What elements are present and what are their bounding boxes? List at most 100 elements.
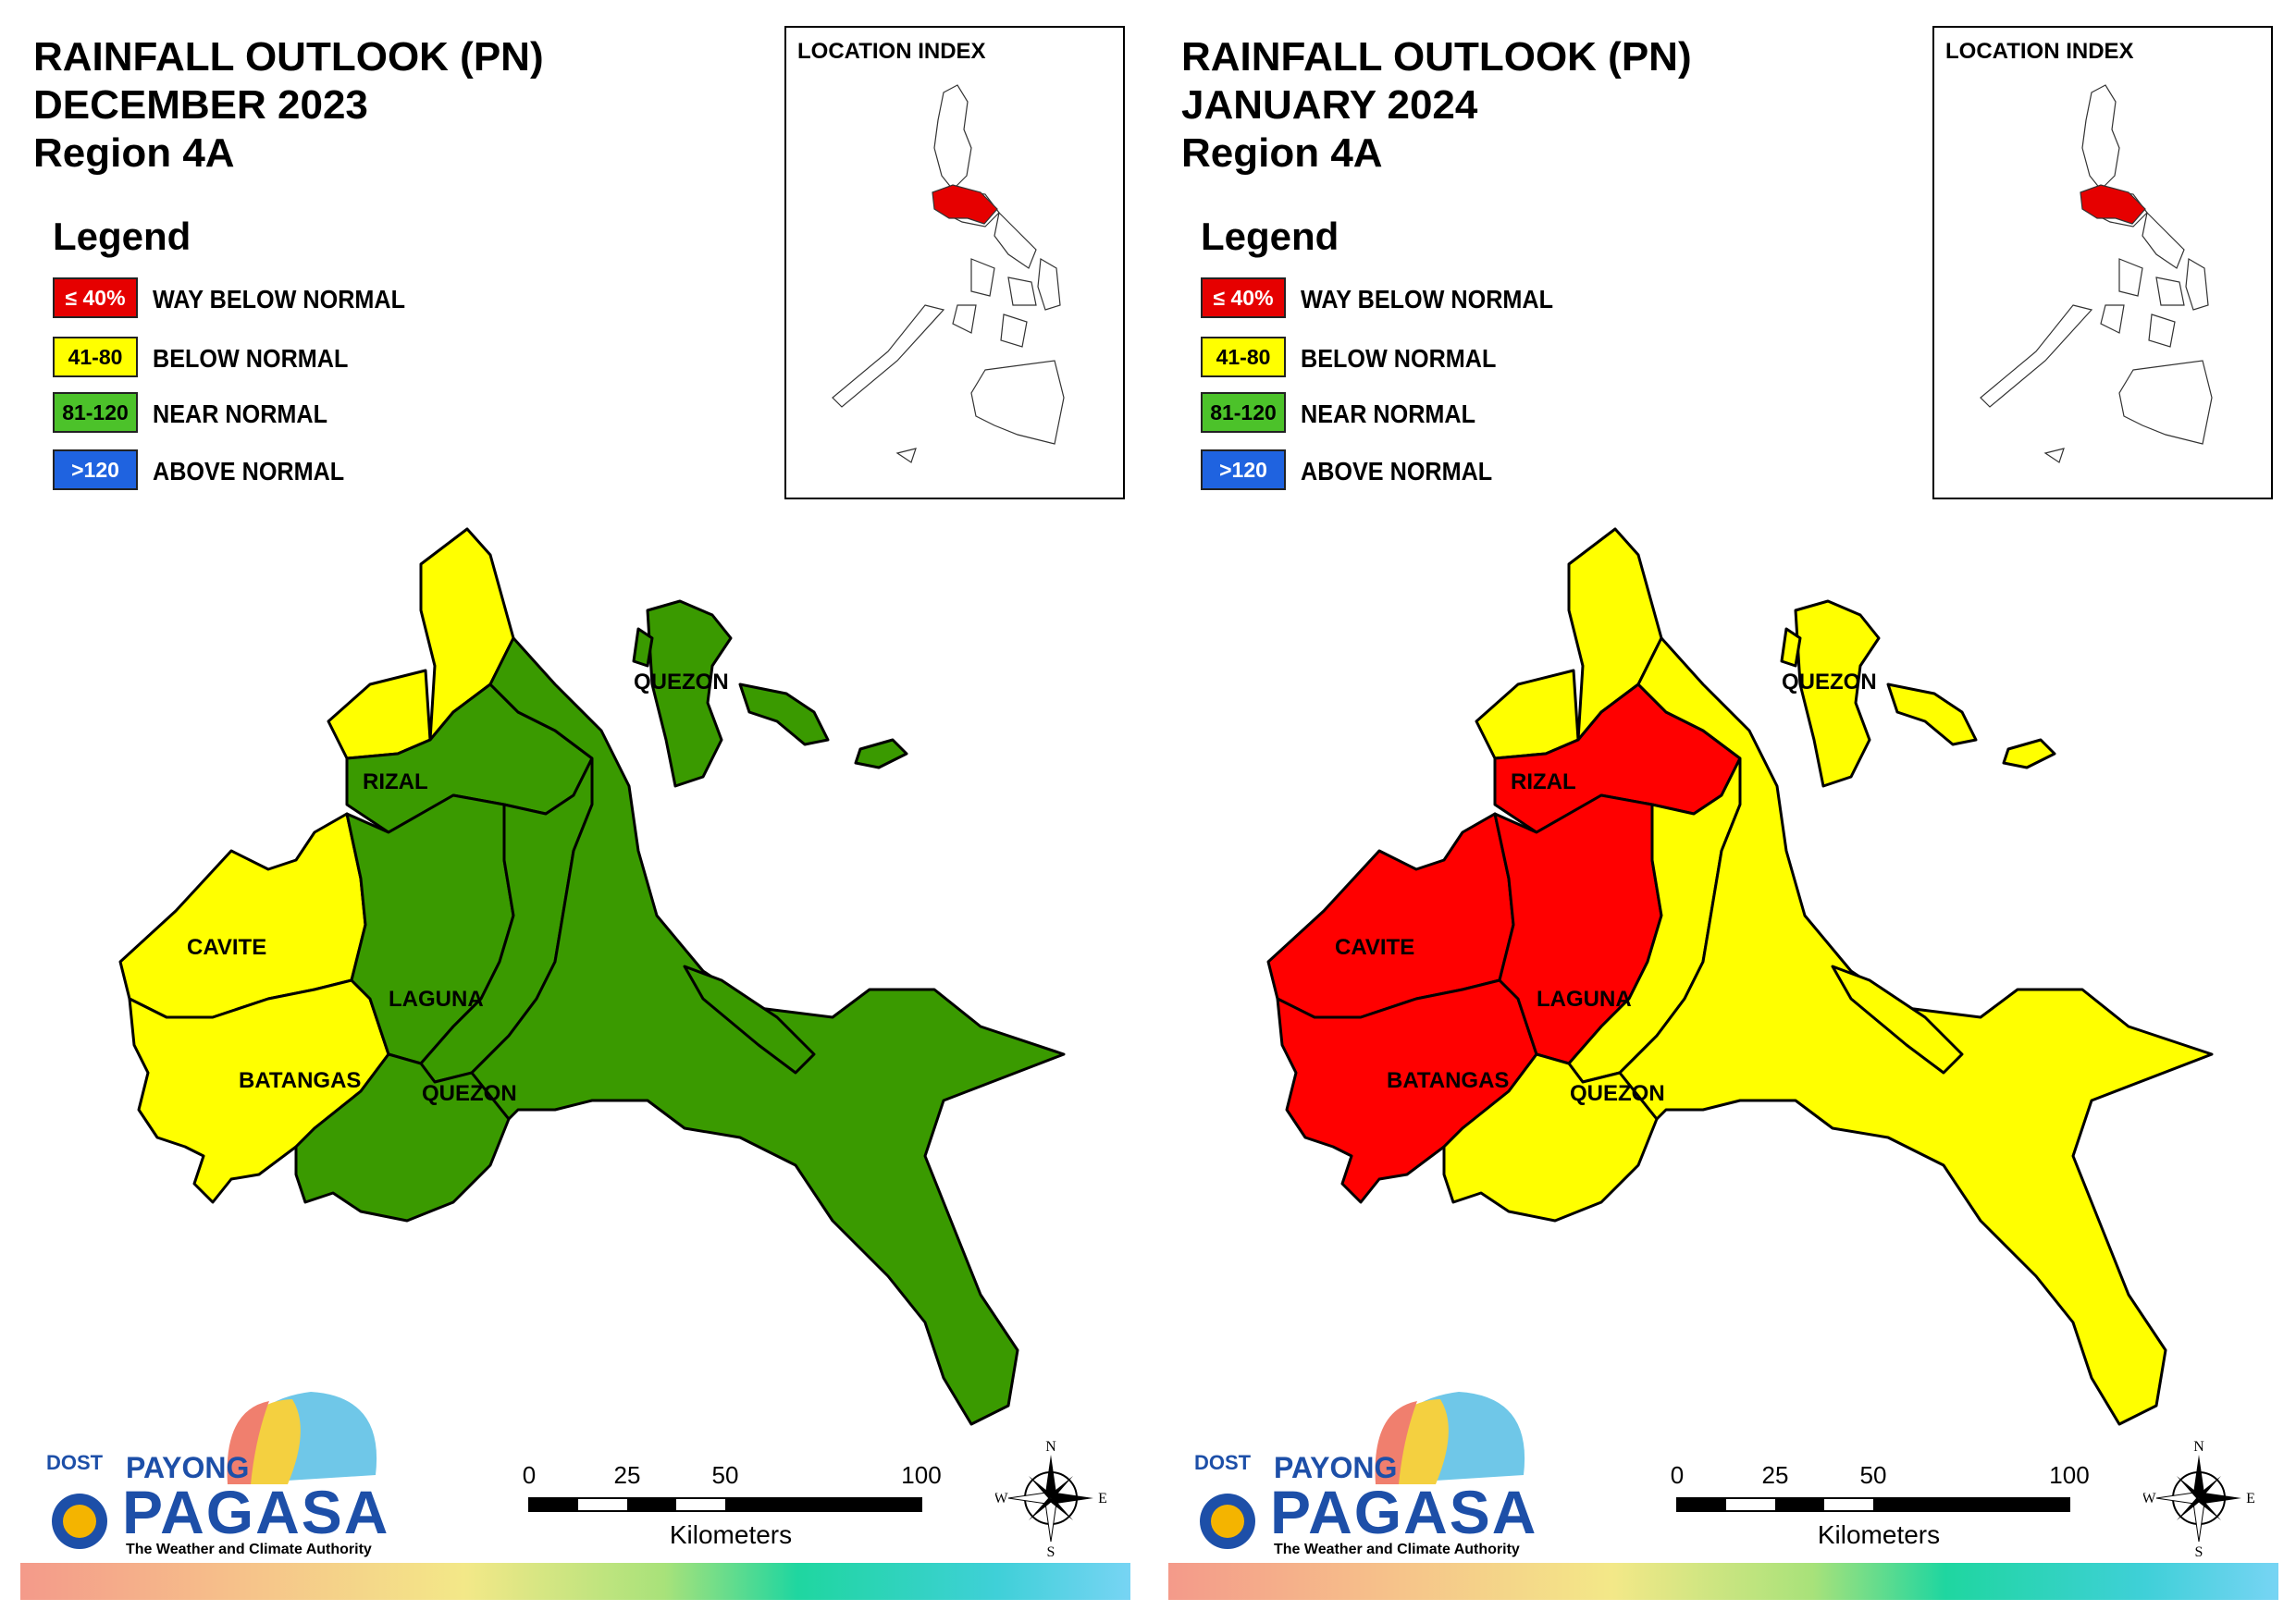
gradient-footer-bar	[20, 1563, 1130, 1600]
legend-label: NEAR NORMAL	[1301, 400, 1475, 428]
label-cavite: CAVITE	[1335, 935, 1414, 960]
label-cavite: CAVITE	[187, 935, 266, 960]
map-title: RAINFALL OUTLOOK (PN) DECEMBER 2023 Regi…	[33, 33, 544, 178]
legend-label: ABOVE NORMAL	[1301, 457, 1493, 486]
legend-swatch: >120	[53, 449, 138, 490]
legend-label: WAY BELOW NORMAL	[153, 285, 406, 314]
logo-tagline: The Weather and Climate Authority	[126, 1542, 372, 1557]
province-batangas-west	[1276, 978, 1538, 1204]
island-polillo	[1794, 599, 1881, 788]
legend-title: Legend	[53, 215, 191, 258]
label-laguna: LAGUNA	[1537, 987, 1632, 1012]
logo-tagline: The Weather and Climate Authority	[1274, 1542, 1520, 1557]
compass-s: S	[1047, 1544, 1055, 1558]
logo-dost: DOST	[46, 1451, 104, 1474]
philippines-index-map	[832, 84, 1065, 463]
logo-pagasa: PAGASA	[122, 1478, 390, 1546]
compass-e: E	[1098, 1491, 1106, 1506]
legend-swatch: 81-120	[53, 392, 138, 433]
province-batangas-east	[294, 1052, 511, 1223]
legend-swatch: 41-80	[1201, 337, 1286, 377]
title-line-1: RAINFALL OUTLOOK (PN)	[1181, 34, 1692, 80]
pagasa-logo: DOST PAYONG PAGASA The Weather and Clima…	[33, 1392, 388, 1558]
map-title: RAINFALL OUTLOOK (PN) JANUARY 2024 Regio…	[1181, 33, 1692, 178]
outlook-panel: RAINFALL OUTLOOK (PN) JANUARY 2024 Regio…	[1148, 0, 2296, 1623]
label-quezon-north: QUEZON	[1782, 670, 1877, 695]
province-batangas-west	[128, 978, 390, 1204]
legend-swatch: 41-80	[53, 337, 138, 377]
location-index-title: LOCATION INDEX	[1945, 39, 2134, 64]
legend-label: BELOW NORMAL	[153, 344, 349, 373]
province-quezon-peninsula	[683, 965, 816, 1075]
outlook-panel: RAINFALL OUTLOOK (PN) DECEMBER 2023 Regi…	[20, 26, 1130, 1600]
island-polillo	[646, 599, 733, 788]
scale-tick-0: 0	[1670, 1461, 1685, 1489]
scale-tick-50: 50	[711, 1461, 739, 1489]
scale-bar-graphic	[1676, 1497, 2070, 1512]
island-patnanungan	[1886, 682, 1978, 746]
legend-label: NEAR NORMAL	[153, 400, 327, 428]
scale-unit: Kilometers	[1817, 1520, 1941, 1549]
island-polillo-west	[1780, 627, 1802, 668]
legend-label: WAY BELOW NORMAL	[1301, 285, 1554, 314]
location-index: LOCATION INDEX	[1932, 26, 2273, 499]
compass-n: N	[2193, 1439, 2204, 1455]
province-batangas-east	[1442, 1052, 1659, 1223]
scale-tick-100: 100	[2049, 1461, 2090, 1489]
region-4a-highlight	[932, 184, 998, 225]
legend-swatch: ≤ 40%	[1201, 277, 1286, 318]
legend-label: ABOVE NORMAL	[153, 457, 345, 486]
scale-bar: 0 25 50 100 Kilometers	[523, 1461, 942, 1563]
scale-tick-0: 0	[522, 1461, 537, 1489]
compass-icon: N S E W	[2142, 1439, 2254, 1560]
region-4a-highlight	[2080, 184, 2146, 225]
scale-bar-graphic	[528, 1497, 922, 1512]
scale-tick-25: 25	[1761, 1461, 1789, 1489]
pagasa-logo: DOST PAYONG PAGASA The Weather and Clima…	[1181, 1392, 1536, 1558]
scale-unit: Kilometers	[669, 1520, 793, 1549]
label-rizal: RIZAL	[363, 769, 428, 794]
region-4a-map: QUEZON RIZAL CAVITE LAGUNA BATANGAS QUEZ…	[1266, 527, 2214, 1426]
title-line-2: JANUARY 2024	[1181, 82, 1478, 128]
island-jomalig	[2002, 738, 2056, 769]
location-index-title: LOCATION INDEX	[797, 39, 986, 64]
label-quezon-south: QUEZON	[1570, 1081, 1665, 1106]
island-patnanungan	[738, 682, 830, 746]
compass-rose: N S E W	[2142, 1438, 2254, 1560]
umbrella-logo-icon	[52, 1392, 377, 1549]
title-line-3: Region 4A	[1181, 130, 1383, 176]
legend-swatch: 81-120	[1201, 392, 1286, 433]
compass-s: S	[2195, 1544, 2203, 1558]
region-4a-map: QUEZON RIZAL CAVITE LAGUNA BATANGAS QUEZ…	[118, 527, 1066, 1426]
compass-rose: N S E W	[994, 1438, 1106, 1560]
umbrella-logo-icon	[1200, 1392, 1525, 1549]
logo-payong: PAYONG	[1274, 1451, 1398, 1484]
province-labels: QUEZON RIZAL CAVITE LAGUNA BATANGAS QUEZ…	[1335, 670, 1877, 1106]
province-quezon-peninsula	[1831, 965, 1964, 1075]
scale-tick-50: 50	[1859, 1461, 1887, 1489]
compass-w: W	[995, 1491, 1008, 1506]
label-batangas: BATANGAS	[239, 1068, 361, 1093]
compass-n: N	[1045, 1439, 1056, 1455]
compass-w: W	[2143, 1491, 2156, 1506]
compass-e: E	[2246, 1491, 2254, 1506]
scale-tick-100: 100	[901, 1461, 942, 1489]
legend-title: Legend	[1201, 215, 1339, 258]
scale-tick-25: 25	[613, 1461, 641, 1489]
label-laguna: LAGUNA	[389, 987, 484, 1012]
island-jomalig	[854, 738, 908, 769]
legend-label: BELOW NORMAL	[1301, 344, 1497, 373]
location-index: LOCATION INDEX	[784, 26, 1125, 499]
label-quezon-south: QUEZON	[422, 1081, 517, 1106]
gradient-footer-bar	[1168, 1563, 2278, 1600]
title-line-2: DECEMBER 2023	[33, 82, 368, 128]
label-rizal: RIZAL	[1511, 769, 1576, 794]
legend-swatch: >120	[1201, 449, 1286, 490]
logo-payong: PAYONG	[126, 1451, 250, 1484]
label-batangas: BATANGAS	[1387, 1068, 1509, 1093]
island-polillo-west	[632, 627, 654, 668]
title-line-1: RAINFALL OUTLOOK (PN)	[33, 34, 544, 80]
legend-swatch: ≤ 40%	[53, 277, 138, 318]
label-quezon-north: QUEZON	[634, 670, 729, 695]
logo-pagasa: PAGASA	[1270, 1478, 1538, 1546]
